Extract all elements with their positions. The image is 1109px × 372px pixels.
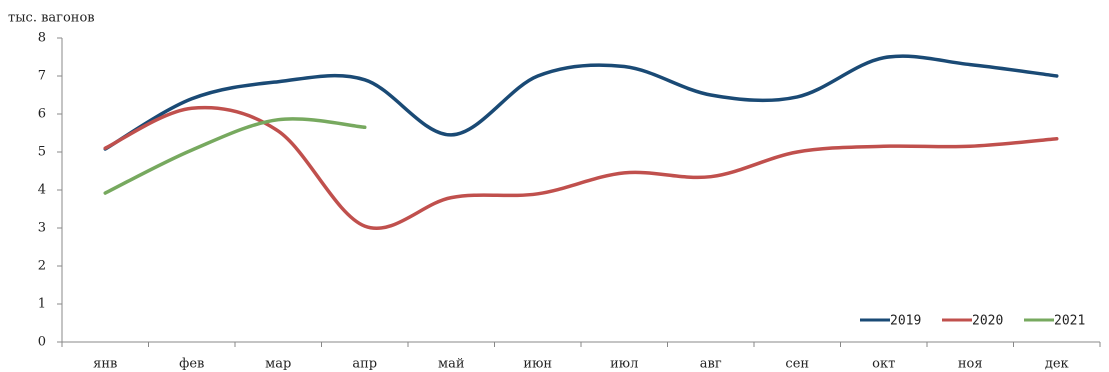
- legend-label: 2021: [1054, 314, 1085, 329]
- x-tick-label: сен: [785, 357, 809, 372]
- series-line: [103, 117, 367, 195]
- y-tick-label: 2: [38, 259, 46, 274]
- legend-label: 2019: [890, 314, 921, 329]
- y-axis-label: тыс. вагонов: [8, 11, 95, 26]
- x-tick-label: мар: [265, 357, 291, 372]
- x-tick-label: апр: [352, 357, 377, 372]
- x-tick-label: май: [438, 357, 465, 372]
- x-tick-label: июн: [523, 357, 552, 372]
- x-tick-label: дек: [1045, 357, 1069, 372]
- y-tick-label: 6: [38, 107, 46, 122]
- x-tick-label: фев: [179, 357, 204, 372]
- y-tick-label: 7: [38, 69, 46, 84]
- series-line: [103, 105, 1059, 230]
- y-tick-label: 5: [38, 145, 46, 160]
- x-tick-label: авг: [700, 357, 722, 372]
- x-tick-label: ноя: [958, 357, 983, 372]
- y-tick-label: 1: [38, 297, 46, 312]
- y-tick-label: 8: [38, 31, 46, 46]
- y-tick-label: 4: [38, 183, 46, 198]
- legend-label: 2020: [972, 314, 1003, 329]
- x-tick-label: июл: [610, 357, 638, 372]
- y-tick-label: 0: [38, 335, 46, 350]
- x-tick-label: окт: [872, 357, 895, 372]
- series-line: [103, 54, 1059, 151]
- x-tick-label: янв: [93, 357, 117, 372]
- y-tick-label: 3: [38, 221, 46, 236]
